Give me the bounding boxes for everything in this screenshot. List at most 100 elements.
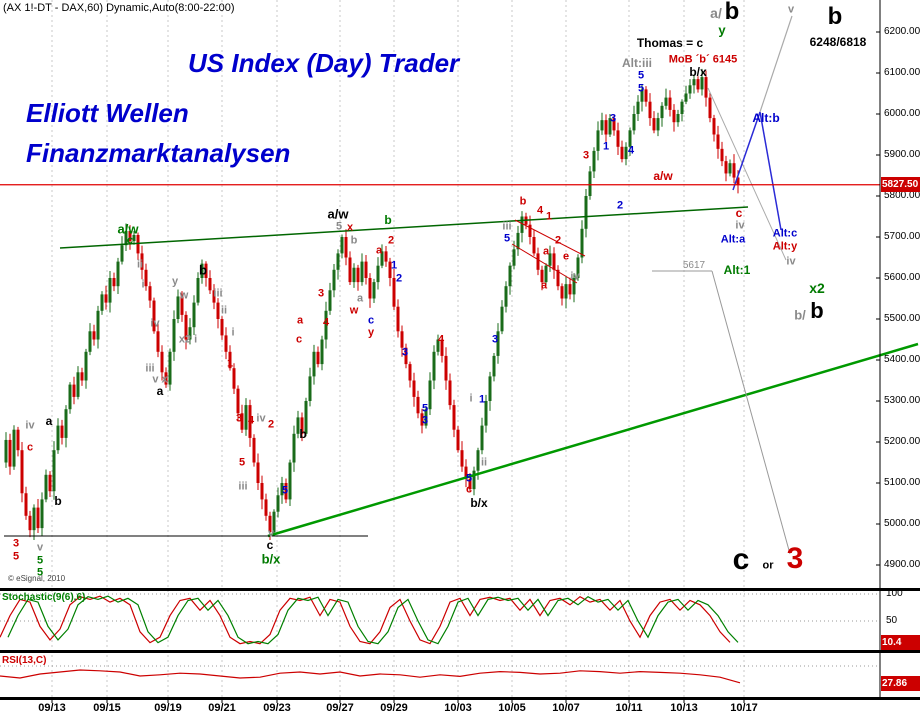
- wave-label: 2: [395, 272, 403, 285]
- wave-label: or: [762, 559, 774, 572]
- wave-label: 3: [317, 287, 325, 300]
- wave-label: iii: [502, 220, 512, 233]
- date-label: 09/15: [93, 702, 121, 714]
- wave-label: 4: [322, 316, 330, 329]
- wave-label: iii: [145, 362, 155, 375]
- wave-label: c: [465, 483, 473, 496]
- date-label: 09/13: [38, 702, 66, 714]
- wave-label: b: [350, 234, 358, 247]
- price-tick-label: 6100.00: [884, 67, 920, 78]
- wave-label: y: [367, 326, 375, 339]
- wave-label: c: [295, 333, 303, 346]
- wave-label: 1: [545, 210, 553, 223]
- wave-label: iv: [25, 419, 35, 432]
- wave-label: 1: [226, 357, 234, 370]
- wave-label: 5617: [682, 260, 706, 271]
- price-tick-label: 5200.00: [884, 436, 920, 447]
- wave-label: v: [36, 541, 44, 554]
- wave-label: 4: [247, 414, 255, 427]
- wave-label: 5: [238, 456, 246, 469]
- wave-label: v x: [152, 373, 168, 386]
- date-label: 09/21: [208, 702, 236, 714]
- wave-label: 3: [491, 333, 499, 346]
- date-label: 10/07: [552, 702, 580, 714]
- wave-label: iv: [786, 255, 796, 268]
- wave-label: a: [542, 245, 550, 258]
- wave-label: b: [54, 494, 62, 508]
- wave-label: c: [126, 234, 134, 247]
- wave-label: 3: [401, 346, 409, 359]
- wave-label: 5: [465, 472, 473, 485]
- wave-label: 5: [421, 402, 429, 415]
- wave-label: x2: [809, 280, 825, 296]
- date-label: 09/29: [380, 702, 408, 714]
- brand-line-3: Finanzmarktanalysen: [26, 138, 291, 168]
- stochastic-tick-label: 100: [886, 588, 903, 599]
- wave-label: b/x: [689, 65, 707, 79]
- brand-line-1: US Index (Day) Trader: [188, 48, 460, 78]
- wave-label: 2: [267, 418, 275, 431]
- wave-label: 1: [602, 140, 610, 153]
- wave-label: a/w: [653, 169, 673, 183]
- wave-label: c: [732, 543, 750, 576]
- wave-label: b: [810, 298, 824, 323]
- wave-label: ii: [220, 304, 228, 317]
- wave-label: iv: [570, 270, 580, 283]
- wave-label: iv: [150, 317, 160, 330]
- wave-label: 3: [582, 149, 590, 162]
- wave-label: 5: [36, 566, 44, 579]
- wave-label: 5: [12, 550, 20, 563]
- wave-label: c: [26, 441, 34, 454]
- wave-label: w: [349, 304, 359, 317]
- price-tick-label: 5300.00: [884, 395, 920, 406]
- wave-label: 2: [616, 199, 624, 212]
- brand-line-2: Elliott Wellen: [26, 98, 189, 128]
- wave-label: b/: [794, 307, 806, 323]
- wave-label: 1: [390, 259, 398, 272]
- wave-label: 5: [36, 554, 44, 567]
- wave-label: a/: [710, 5, 722, 21]
- wave-label: x2 i: [178, 333, 198, 346]
- wave-label: 5: [637, 69, 645, 82]
- wave-label: Alt:1: [723, 263, 751, 277]
- wave-label: 4: [437, 333, 445, 346]
- wave-label: 5: [503, 232, 511, 245]
- wave-label: 2: [387, 234, 395, 247]
- wave-label: b: [299, 427, 307, 441]
- wave-label: c: [266, 538, 274, 552]
- price-tick-label: 5500.00: [884, 313, 920, 324]
- current-price-badge: 5827.50: [881, 177, 920, 192]
- wave-label: b: [384, 213, 392, 227]
- wave-label: b: [199, 262, 207, 278]
- wave-label: 1: [478, 393, 486, 406]
- wave-label: a: [296, 314, 304, 327]
- date-label: 10/05: [498, 702, 526, 714]
- stochastic-tick-label: 50: [886, 615, 898, 626]
- stochastic-value-badge: 10.4: [881, 635, 920, 650]
- date-label: 10/13: [670, 702, 698, 714]
- wave-label: b: [724, 0, 740, 25]
- wave-label: a: [375, 244, 383, 257]
- wave-label: Alt:y: [772, 240, 798, 253]
- price-tick-label: 6200.00: [884, 26, 920, 37]
- wave-label: 5: [335, 220, 343, 233]
- date-label: 10/03: [444, 702, 472, 714]
- rsi-label: RSI(13,C): [2, 655, 47, 666]
- wave-label: Alt:iii: [622, 56, 652, 70]
- wave-label: c: [367, 314, 375, 327]
- wave-label: e: [562, 250, 570, 263]
- wave-label: a: [156, 384, 164, 398]
- date-label: 09/23: [263, 702, 291, 714]
- price-tick-label: 5100.00: [884, 477, 920, 488]
- date-label: 10/17: [730, 702, 758, 714]
- wave-label: b/x: [261, 551, 281, 567]
- wave-label: i: [141, 278, 145, 291]
- wave-label: Alt:c: [772, 227, 798, 240]
- price-tick-label: 5600.00: [884, 272, 920, 283]
- rsi-value-badge: 27.86: [881, 676, 920, 691]
- wave-label: 5: [281, 484, 289, 497]
- wave-label: 6248/6818: [809, 35, 867, 49]
- wave-label: b: [827, 3, 843, 30]
